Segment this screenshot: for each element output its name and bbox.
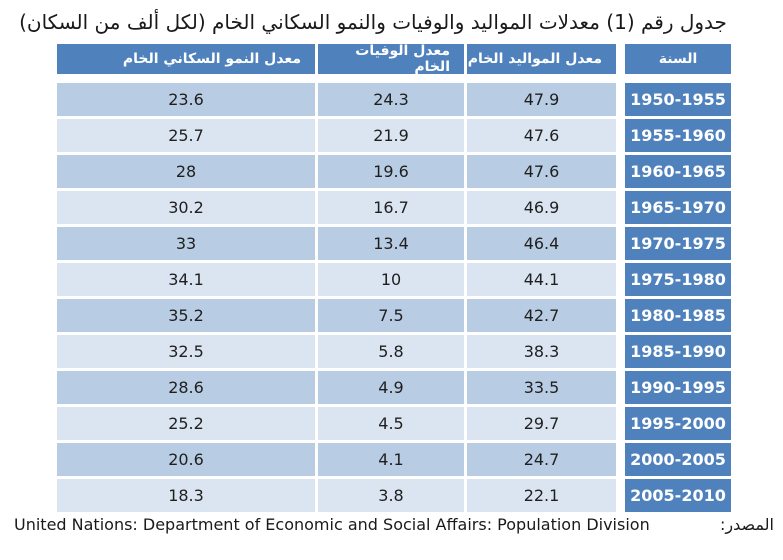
cell-period: 1990-1995	[619, 371, 731, 407]
cell-period: 1995-2000	[619, 407, 731, 443]
cell-birth-rate: 24.7	[467, 443, 619, 479]
cell-growth-rate: 28	[57, 155, 318, 191]
cell-death-rate: 21.9	[318, 119, 467, 155]
cell-growth-rate: 25.2	[57, 407, 318, 443]
header-growth-rate: معدل النمو السكاني الخام	[57, 44, 318, 77]
cell-period: 1955-1960	[619, 119, 731, 155]
cell-birth-rate: 46.9	[467, 191, 619, 227]
source-label: المصدر:	[720, 515, 774, 534]
cell-death-rate: 4.1	[318, 443, 467, 479]
cell-period: 1970-1975	[619, 227, 731, 263]
cell-death-rate: 19.6	[318, 155, 467, 191]
cell-growth-rate: 34.1	[57, 263, 318, 299]
header-year: السنة	[619, 44, 731, 77]
cell-growth-rate: 18.3	[57, 479, 318, 515]
cell-birth-rate: 47.6	[467, 119, 619, 155]
cell-growth-rate: 32.5	[57, 335, 318, 371]
cell-period: 1980-1985	[619, 299, 731, 335]
cell-death-rate: 24.3	[318, 83, 467, 119]
table-header-row: معدل النمو السكاني الخام معدل الوفيات ال…	[57, 43, 731, 77]
cell-growth-rate: 25.7	[57, 119, 318, 155]
cell-period: 2000-2005	[619, 443, 731, 479]
cell-birth-rate: 46.4	[467, 227, 619, 263]
table-row: 18.3 3.8 22.1 2005-2010	[57, 479, 731, 515]
cell-death-rate: 13.4	[318, 227, 467, 263]
cell-death-rate: 4.5	[318, 407, 467, 443]
cell-birth-rate: 22.1	[467, 479, 619, 515]
cell-death-rate: 5.8	[318, 335, 467, 371]
table-row: 35.2 7.5 42.7 1980-1985	[57, 299, 731, 335]
cell-period: 1950-1955	[619, 83, 731, 119]
cell-period: 1985-1990	[619, 335, 731, 371]
cell-growth-rate: 20.6	[57, 443, 318, 479]
table-row: 33 13.4 46.4 1970-1975	[57, 227, 731, 263]
table-row: 34.1 10 44.1 1975-1980	[57, 263, 731, 299]
table-row: 28.6 4.9 33.5 1990-1995	[57, 371, 731, 407]
table-row: 23.6 24.3 47.9 1950-1955	[57, 83, 731, 119]
table-title: جدول رقم (1) معدلات المواليد والوفيات وا…	[19, 10, 727, 34]
table-row: 20.6 4.1 24.7 2000-2005	[57, 443, 731, 479]
cell-death-rate: 3.8	[318, 479, 467, 515]
table-row: 25.2 4.5 29.7 1995-2000	[57, 407, 731, 443]
cell-growth-rate: 33	[57, 227, 318, 263]
cell-birth-rate: 33.5	[467, 371, 619, 407]
cell-death-rate: 10	[318, 263, 467, 299]
cell-growth-rate: 30.2	[57, 191, 318, 227]
cell-death-rate: 7.5	[318, 299, 467, 335]
cell-death-rate: 4.9	[318, 371, 467, 407]
cell-birth-rate: 47.6	[467, 155, 619, 191]
cell-birth-rate: 29.7	[467, 407, 619, 443]
cell-period: 1960-1965	[619, 155, 731, 191]
table-row: 25.7 21.9 47.6 1955-1960	[57, 119, 731, 155]
table-row: 30.2 16.7 46.9 1965-1970	[57, 191, 731, 227]
cell-birth-rate: 38.3	[467, 335, 619, 371]
cell-growth-rate: 35.2	[57, 299, 318, 335]
source-note: United Nations: Department of Economic a…	[14, 514, 774, 536]
cell-birth-rate: 44.1	[467, 263, 619, 299]
header-death-rate: معدل الوفيات الخام	[318, 43, 467, 77]
cell-death-rate: 16.7	[318, 191, 467, 227]
source-text: United Nations: Department of Economic a…	[14, 515, 650, 534]
header-birth-rate: معدل المواليد الخام	[467, 44, 619, 77]
table-row: 28 19.6 47.6 1960-1965	[57, 155, 731, 191]
cell-birth-rate: 47.9	[467, 83, 619, 119]
cell-birth-rate: 42.7	[467, 299, 619, 335]
cell-period: 2005-2010	[619, 479, 731, 515]
cell-period: 1965-1970	[619, 191, 731, 227]
cell-period: 1975-1980	[619, 263, 731, 299]
cell-growth-rate: 28.6	[57, 371, 318, 407]
cell-growth-rate: 23.6	[57, 83, 318, 119]
data-table: معدل النمو السكاني الخام معدل الوفيات ال…	[57, 43, 731, 515]
table-row: 32.5 5.8 38.3 1985-1990	[57, 335, 731, 371]
table-body: 23.6 24.3 47.9 1950-1955 25.7 21.9 47.6 1955-19…	[57, 83, 731, 515]
